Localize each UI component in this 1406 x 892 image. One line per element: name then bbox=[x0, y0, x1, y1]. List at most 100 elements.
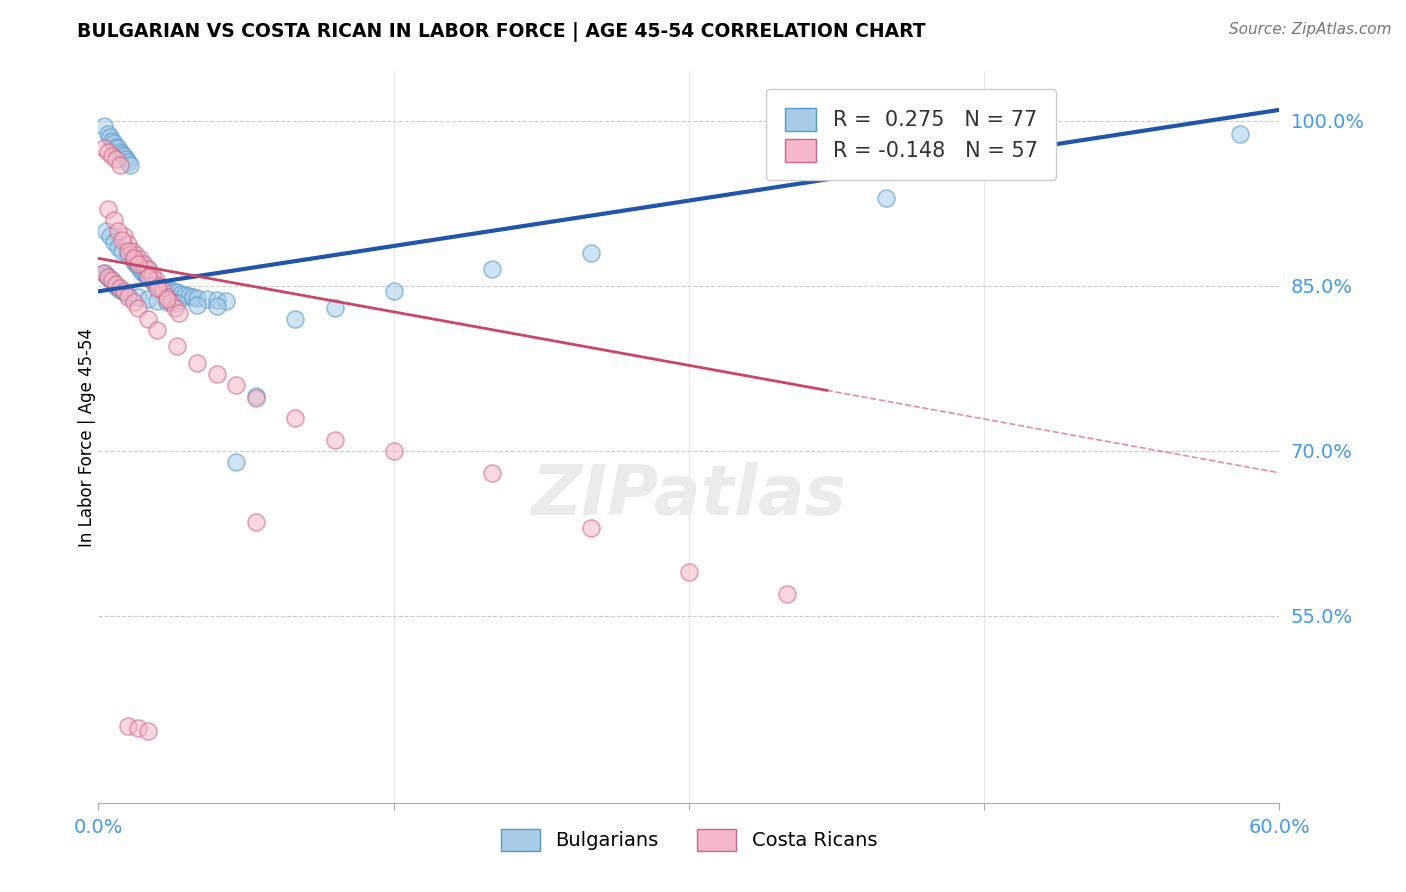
Point bbox=[284, 410, 307, 425]
Point bbox=[121, 252, 143, 266]
Point bbox=[107, 281, 129, 295]
Point bbox=[101, 275, 124, 289]
Point bbox=[122, 254, 145, 268]
Point bbox=[678, 565, 700, 579]
Point bbox=[96, 224, 118, 238]
Point bbox=[165, 301, 187, 315]
Point bbox=[128, 252, 150, 267]
Point bbox=[103, 277, 125, 291]
Point bbox=[112, 285, 135, 300]
Point bbox=[146, 294, 169, 309]
Point bbox=[122, 252, 145, 266]
Point bbox=[205, 299, 228, 313]
Point bbox=[132, 257, 155, 271]
Point bbox=[105, 140, 128, 154]
Point bbox=[107, 141, 129, 155]
Point bbox=[107, 240, 129, 254]
Point bbox=[117, 290, 139, 304]
Point bbox=[177, 289, 200, 303]
Point bbox=[156, 295, 179, 310]
Point bbox=[108, 145, 131, 159]
Point bbox=[382, 443, 405, 458]
Point bbox=[136, 262, 159, 277]
Point bbox=[186, 297, 208, 311]
Point bbox=[225, 377, 247, 392]
Text: ZIPatlas: ZIPatlas bbox=[531, 462, 846, 529]
Point bbox=[131, 257, 153, 271]
Point bbox=[145, 277, 167, 291]
Point bbox=[122, 252, 145, 266]
Point bbox=[245, 391, 267, 405]
Point bbox=[195, 292, 218, 306]
Point bbox=[117, 244, 139, 258]
Point bbox=[125, 248, 148, 262]
Point bbox=[156, 290, 179, 304]
Point bbox=[112, 285, 135, 299]
Point bbox=[105, 278, 128, 293]
Point bbox=[93, 120, 115, 134]
Point bbox=[103, 235, 125, 249]
Point bbox=[132, 266, 155, 280]
Point bbox=[131, 264, 153, 278]
Point bbox=[167, 306, 190, 320]
Point bbox=[181, 290, 204, 304]
Point bbox=[103, 136, 125, 150]
Point bbox=[122, 295, 145, 310]
Point bbox=[152, 285, 174, 299]
Point bbox=[117, 154, 139, 169]
Point bbox=[157, 283, 180, 297]
Point bbox=[115, 153, 138, 167]
Point bbox=[155, 282, 177, 296]
Point bbox=[105, 277, 128, 291]
Point bbox=[170, 286, 193, 301]
Point bbox=[117, 248, 139, 262]
Point bbox=[136, 270, 159, 285]
Point bbox=[108, 158, 131, 172]
Legend: Bulgarians, Costa Ricans: Bulgarians, Costa Ricans bbox=[494, 821, 884, 859]
Point bbox=[245, 389, 267, 403]
Point bbox=[776, 587, 799, 601]
Point bbox=[125, 257, 148, 271]
Point bbox=[93, 141, 115, 155]
Point bbox=[135, 268, 157, 282]
Point bbox=[105, 153, 128, 167]
Point bbox=[166, 339, 188, 353]
Point bbox=[245, 516, 267, 530]
Point bbox=[93, 266, 115, 280]
Point bbox=[128, 262, 150, 277]
Point bbox=[93, 266, 115, 280]
Point bbox=[136, 311, 159, 326]
Point bbox=[186, 356, 208, 370]
Text: BULGARIAN VS COSTA RICAN IN LABOR FORCE | AGE 45-54 CORRELATION CHART: BULGARIAN VS COSTA RICAN IN LABOR FORCE … bbox=[77, 22, 927, 42]
Point bbox=[160, 295, 183, 310]
Point bbox=[108, 281, 131, 295]
Point bbox=[101, 134, 124, 148]
Point bbox=[97, 145, 120, 159]
Point bbox=[142, 276, 165, 290]
Point bbox=[174, 287, 197, 301]
Point bbox=[225, 455, 247, 469]
Point bbox=[98, 130, 121, 145]
Point bbox=[97, 270, 120, 285]
Point bbox=[97, 202, 120, 216]
Point bbox=[98, 229, 121, 244]
Point bbox=[112, 149, 135, 163]
Point bbox=[146, 323, 169, 337]
Point bbox=[323, 433, 346, 447]
Point bbox=[382, 285, 405, 299]
Text: Source: ZipAtlas.com: Source: ZipAtlas.com bbox=[1229, 22, 1392, 37]
Point bbox=[146, 281, 169, 295]
Point bbox=[481, 466, 503, 480]
Point bbox=[150, 281, 173, 295]
Point bbox=[146, 278, 169, 293]
Point bbox=[205, 293, 228, 307]
Point bbox=[186, 291, 208, 305]
Point bbox=[579, 245, 602, 260]
Point bbox=[136, 270, 159, 285]
Point bbox=[112, 229, 135, 244]
Point bbox=[148, 278, 170, 293]
Point bbox=[481, 262, 503, 277]
Point bbox=[97, 127, 120, 141]
Point bbox=[215, 294, 238, 309]
Point bbox=[118, 158, 141, 172]
